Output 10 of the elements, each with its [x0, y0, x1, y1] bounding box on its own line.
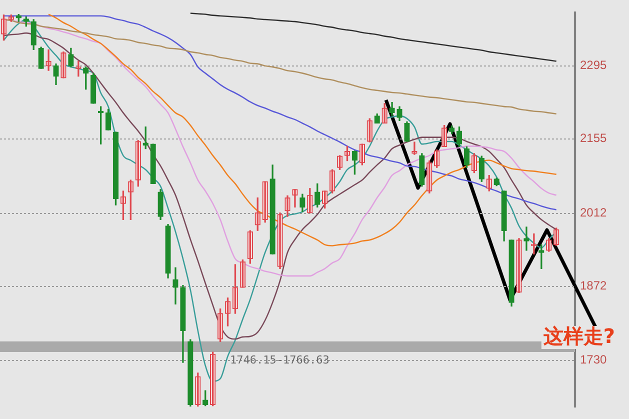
y-tick-label: 2155 [580, 131, 608, 146]
band-label: 1746.15-1766.63 [230, 353, 330, 366]
line-series [48, 14, 557, 246]
annotation: 这样走? [542, 324, 615, 348]
line-series [190, 12, 557, 62]
y-tick-label: 2295 [580, 58, 608, 72]
y-tick-label: 1872 [580, 278, 608, 293]
y-tick-label: 1730 [580, 352, 608, 367]
y-tick-label: 2012 [580, 206, 608, 220]
line-series [3, 15, 557, 210]
